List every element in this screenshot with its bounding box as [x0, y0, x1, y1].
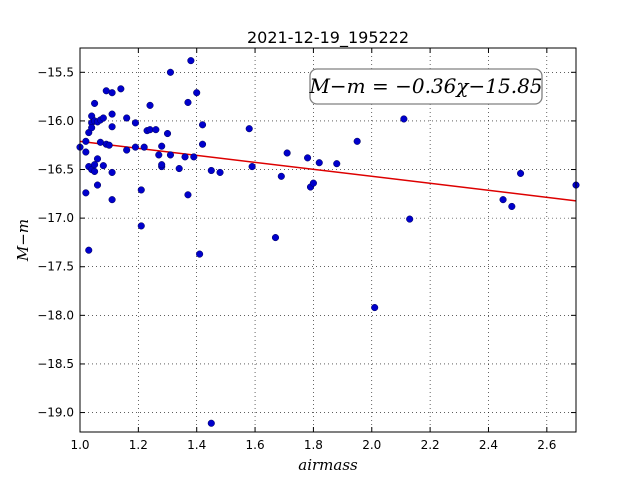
x-tick-label: 1.6	[246, 438, 265, 452]
data-point	[93, 181, 102, 189]
data-point	[207, 166, 215, 175]
data-point	[315, 159, 323, 167]
plot-frame	[79, 47, 577, 433]
x-tick-label: 1.2	[129, 438, 148, 452]
data-point	[91, 99, 99, 107]
data-point	[108, 123, 116, 131]
chart-title: 2021-12-19_195222	[247, 28, 409, 48]
data-point	[155, 151, 163, 159]
fit-equation: M−m = −0.36χ−15.85	[308, 74, 542, 98]
y-tick-label: −15.5	[37, 65, 74, 79]
data-point	[108, 110, 116, 118]
data-point	[406, 215, 414, 223]
data-point	[283, 149, 291, 157]
x-tick-label: 2.0	[362, 438, 381, 452]
data-point	[216, 168, 224, 176]
data-point	[517, 169, 525, 177]
data-point	[117, 85, 125, 93]
data-point	[187, 57, 195, 65]
annotation-box	[309, 68, 543, 105]
y-tick-label: −18.5	[37, 357, 74, 371]
data-point	[166, 151, 174, 159]
data-point	[245, 125, 253, 133]
y-axis-label: M−m	[14, 219, 32, 262]
data-point	[82, 148, 90, 156]
data-point	[108, 196, 116, 204]
data-point	[166, 68, 174, 76]
data-point	[271, 234, 280, 242]
x-axis-label: airmass	[298, 456, 358, 474]
data-point	[93, 155, 102, 163]
data-point	[85, 246, 93, 254]
data-point	[91, 161, 99, 169]
data-point	[184, 191, 192, 199]
data-point	[198, 140, 207, 148]
data-point	[371, 304, 379, 312]
data-point	[277, 172, 285, 180]
data-point	[158, 142, 166, 150]
fit-line	[79, 140, 577, 202]
y-tick-label: −17.5	[37, 260, 74, 274]
data-point	[131, 119, 139, 127]
data-point	[333, 160, 341, 168]
y-tick-label: −16.5	[37, 163, 74, 177]
data-point	[193, 89, 201, 97]
x-tick-label: 2.6	[537, 438, 556, 452]
data-point	[140, 143, 148, 151]
data-point	[91, 167, 99, 176]
data-point	[499, 196, 507, 204]
data-point	[198, 121, 207, 129]
y-tick-label: −18.0	[37, 308, 74, 322]
data-point	[207, 419, 215, 427]
data-point	[137, 222, 145, 230]
data-point	[131, 143, 139, 151]
data-point	[108, 89, 116, 97]
data-point	[82, 137, 90, 145]
data-point	[175, 164, 183, 173]
data-point	[309, 179, 317, 187]
x-tick-label: 1.0	[70, 438, 89, 452]
data-point	[99, 162, 107, 170]
x-tick-label: 1.8	[304, 438, 323, 452]
data-point	[137, 186, 145, 194]
data-point	[105, 141, 113, 149]
data-point	[152, 126, 160, 134]
data-point	[508, 202, 516, 211]
data-point	[146, 101, 154, 109]
data-point	[304, 154, 312, 162]
data-point	[82, 189, 90, 197]
data-point	[353, 137, 361, 145]
data-point	[196, 250, 204, 258]
data-point	[190, 153, 198, 161]
data-point	[123, 114, 131, 122]
data-point	[108, 168, 116, 176]
x-tick-label: 2.2	[421, 438, 440, 452]
data-point	[181, 153, 189, 161]
data-point	[184, 98, 192, 106]
data-point	[400, 115, 408, 123]
y-tick-label: −16.0	[37, 114, 74, 128]
data-point	[248, 163, 256, 171]
data-point	[88, 124, 96, 132]
data-point	[99, 114, 107, 122]
y-tick-label: −17.0	[37, 211, 74, 225]
y-tick-label: −19.0	[37, 406, 74, 420]
x-tick-label: 1.4	[187, 438, 206, 452]
data-point	[158, 161, 166, 169]
fit-equation-box: M−m = −0.36χ−15.85	[308, 68, 543, 105]
x-tick-label: 2.4	[479, 438, 498, 452]
data-point	[163, 129, 172, 138]
data-point	[123, 146, 131, 154]
